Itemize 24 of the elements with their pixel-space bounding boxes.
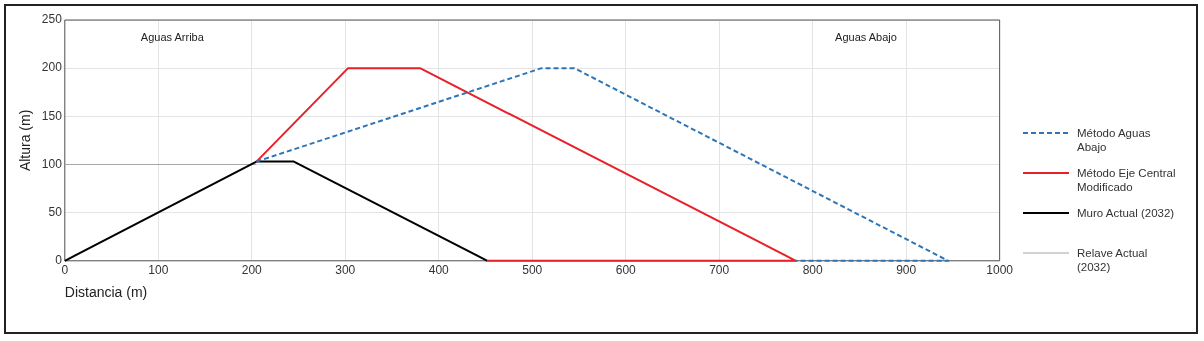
legend-label: Relave Actual (2032) <box>1077 246 1149 274</box>
x-tick-label: 500 <box>522 263 543 278</box>
x-tick-label: 400 <box>428 263 450 278</box>
x-tick-label: 900 <box>896 263 917 278</box>
x-axis-title: Distancia (m) <box>64 284 148 301</box>
x-tick-label: 300 <box>335 263 356 278</box>
x-tick-label: 200 <box>241 263 263 278</box>
y-tick-label: 200 <box>41 60 63 75</box>
y-tick-label: 250 <box>41 12 63 27</box>
y-tick-label: 50 <box>48 204 63 219</box>
legend-label: Método Aguas Abajo <box>1077 126 1152 154</box>
x-tick-label: 1000 <box>986 263 1014 278</box>
legend-label: Muro Actual (2032) <box>1077 206 1176 220</box>
annotation: Aguas Arriba <box>140 31 205 44</box>
x-tick-label: 600 <box>615 263 637 278</box>
x-tick-label: 800 <box>802 263 824 278</box>
y-axis-title: Altura (m) <box>17 109 34 172</box>
y-tick-label: 100 <box>41 156 63 171</box>
x-tick-label: 100 <box>148 263 169 278</box>
legend-label: Método Eje Central Modificado <box>1077 166 1177 194</box>
x-tick-label: 700 <box>709 263 730 278</box>
annotation: Aguas Abajo <box>835 31 897 44</box>
y-tick-label: 0 <box>55 253 63 268</box>
y-tick-label: 150 <box>41 108 63 123</box>
